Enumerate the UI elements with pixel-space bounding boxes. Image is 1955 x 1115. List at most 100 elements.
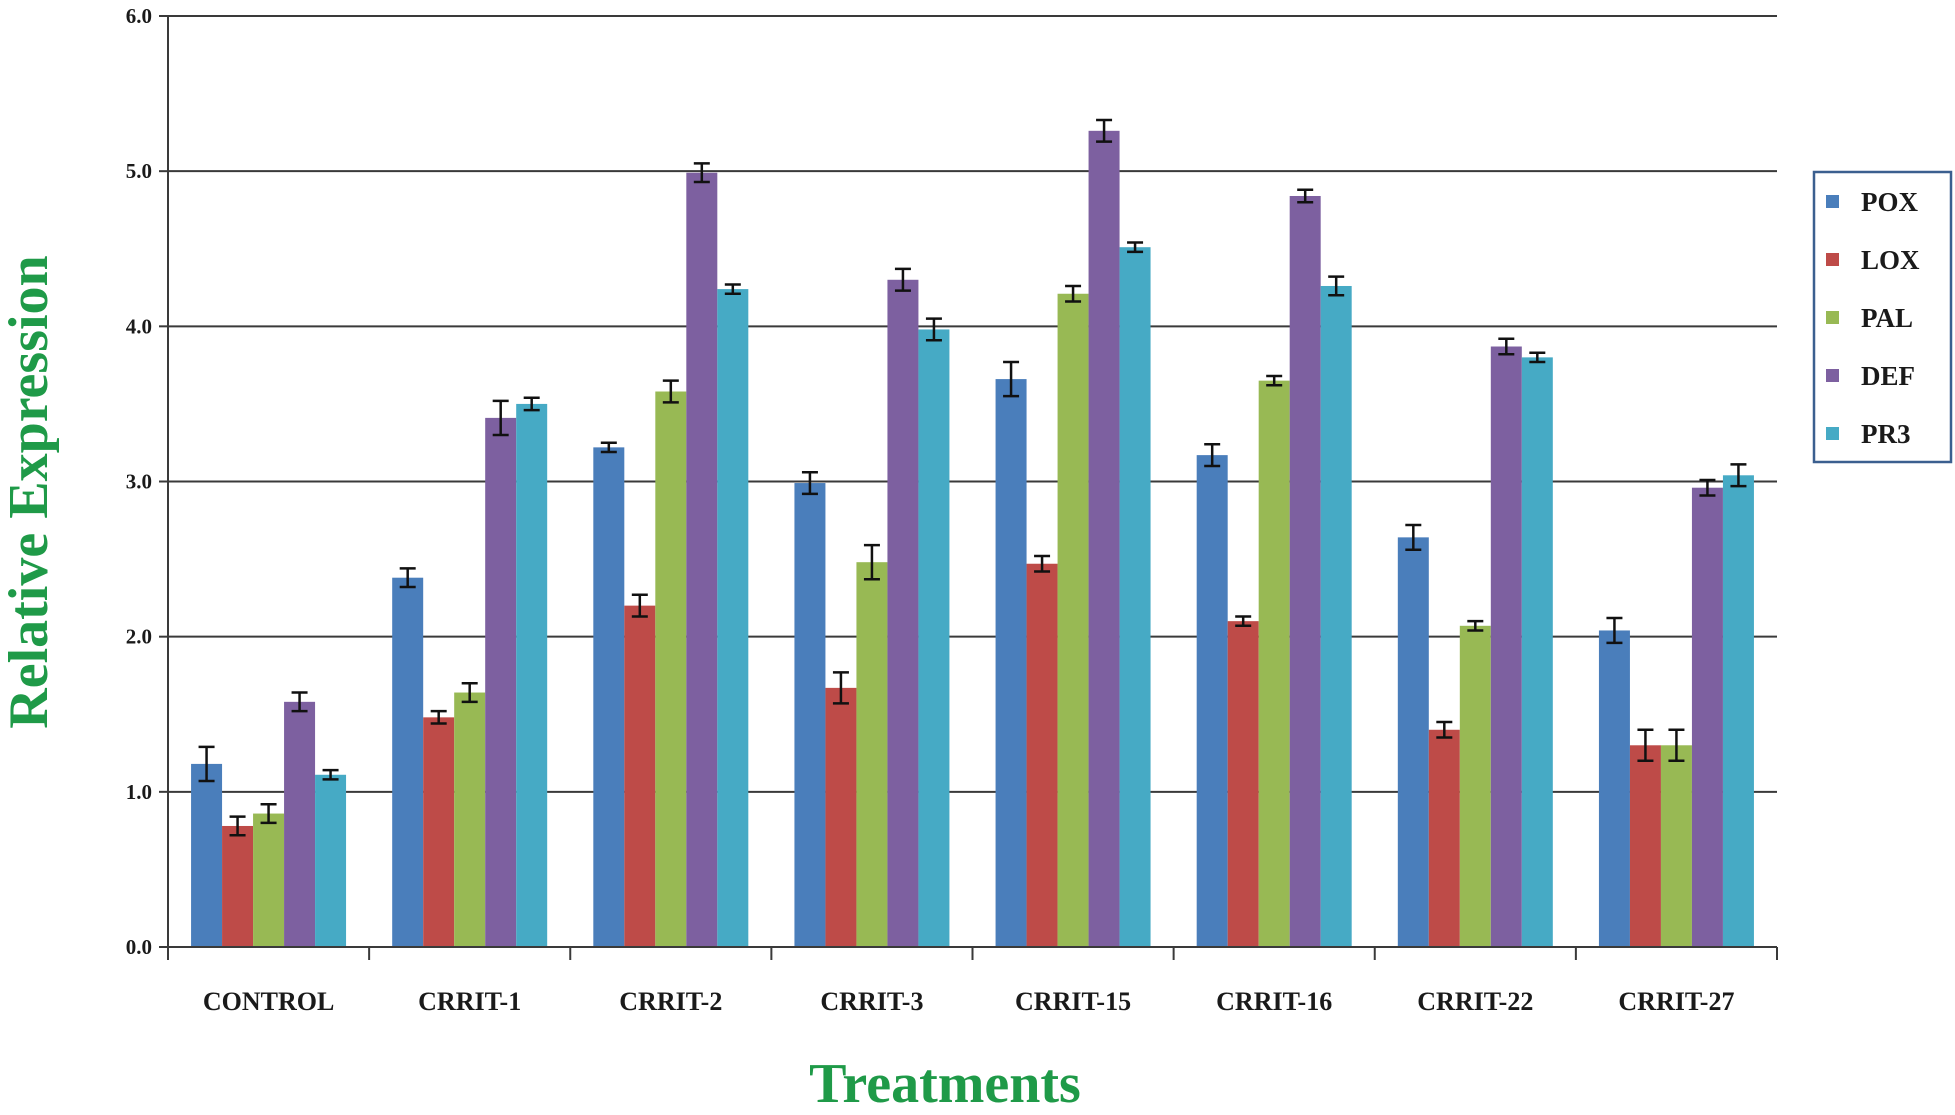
error-bar-lox <box>229 815 246 837</box>
legend-label: POX <box>1861 187 1918 217</box>
bar-pox <box>1397 537 1429 947</box>
error-bar-def <box>492 399 509 437</box>
legend-item-lox: LOX <box>1826 245 1920 275</box>
error-bar-pr3 <box>1127 241 1144 254</box>
error-bar-pox <box>801 470 818 496</box>
bar-lox <box>1428 729 1460 947</box>
bar-lox <box>222 825 254 947</box>
legend-label: PR3 <box>1861 419 1911 449</box>
bar-pal <box>253 813 285 947</box>
error-bar-lox <box>430 709 447 725</box>
legend: POX LOX PAL DEF PR3 <box>1812 170 1953 464</box>
error-bar-lox <box>832 671 849 705</box>
error-bar-pal <box>1668 728 1685 763</box>
error-bar-pr3 <box>1529 351 1546 364</box>
x-category-label: CONTROL <box>203 987 334 1016</box>
error-bar-lox <box>1637 728 1654 763</box>
x-category-label: CRRIT-22 <box>1417 987 1533 1016</box>
error-bar-pox <box>399 567 416 589</box>
y-tick-label: 5.0 <box>126 159 152 183</box>
bar-pr3 <box>1320 285 1352 947</box>
error-bar-pox <box>600 441 617 454</box>
error-bar-def <box>291 691 308 713</box>
bar-lox <box>1227 621 1259 947</box>
error-bar-lox <box>1235 615 1252 628</box>
error-bar-pox <box>1204 443 1221 468</box>
y-tick-label: 0.0 <box>126 935 152 959</box>
legend-label: PAL <box>1861 303 1913 333</box>
error-bar-pr3 <box>523 396 540 412</box>
bar-pox <box>1196 455 1228 947</box>
x-category-label: CRRIT-16 <box>1216 987 1332 1016</box>
bar-pr3 <box>1521 357 1553 947</box>
bar-pal <box>1057 293 1089 948</box>
error-bar-pal <box>260 802 277 825</box>
error-bar-pox <box>1003 360 1020 398</box>
error-bar-def <box>1297 188 1314 204</box>
error-bar-pal <box>863 543 880 581</box>
legend-label: LOX <box>1861 245 1920 275</box>
error-bar-def <box>894 267 911 292</box>
bar-pal <box>856 562 888 947</box>
bar-def <box>1088 130 1120 947</box>
error-bars <box>198 118 1747 837</box>
y-axis-title: Relative Expression <box>0 255 60 728</box>
error-bar-pal <box>1266 374 1283 387</box>
bar-pal <box>655 391 687 948</box>
y-tick-label: 1.0 <box>126 780 152 804</box>
bar-pr3 <box>516 403 548 948</box>
bar-pr3 <box>1722 475 1754 947</box>
error-bar-def <box>693 162 710 184</box>
error-bar-pal <box>1467 619 1484 632</box>
bar-def <box>1490 346 1522 947</box>
bar-lox <box>1629 745 1661 947</box>
bar-def <box>284 701 316 947</box>
bar-pr3 <box>1119 247 1151 947</box>
error-bar-pal <box>662 379 679 404</box>
error-bar-pr3 <box>322 768 339 781</box>
legend-item-pox: POX <box>1826 187 1918 217</box>
error-bar-pox <box>1606 616 1623 645</box>
bar-pox <box>794 483 826 947</box>
x-category-label: CRRIT-3 <box>820 987 923 1016</box>
error-bar-lox <box>1034 554 1051 573</box>
bar-lox <box>423 717 455 947</box>
bar-pr3 <box>717 289 749 947</box>
error-bar-lox <box>1436 720 1453 739</box>
bar-pox <box>1598 630 1630 947</box>
error-bar-def <box>1498 337 1515 356</box>
bar-def <box>1289 195 1321 947</box>
error-bar-pox <box>1405 523 1422 552</box>
bar-pox <box>392 577 424 947</box>
error-bar-pal <box>461 681 478 704</box>
legend-item-pr3: PR3 <box>1826 419 1911 449</box>
x-category-label: CRRIT-15 <box>1015 987 1131 1016</box>
bar-pal <box>1459 625 1491 947</box>
bar-pal <box>454 692 486 947</box>
x-category-label: CRRIT-2 <box>619 987 722 1016</box>
error-bar-pr3 <box>925 317 942 342</box>
legend-swatch <box>1826 427 1839 440</box>
x-axis-title: Treatments <box>809 1053 1081 1110</box>
bar-pal <box>1660 745 1692 947</box>
legend-item-def: DEF <box>1826 361 1915 391</box>
bar-pr3 <box>918 329 950 948</box>
bar-lox <box>1026 563 1058 947</box>
y-tick-label: 4.0 <box>126 314 152 338</box>
bars <box>191 130 1754 948</box>
x-category-label: CRRIT-27 <box>1618 987 1734 1016</box>
bar-lox <box>624 605 656 947</box>
error-bar-lox <box>631 593 648 618</box>
axes: 0.0 1.0 2.0 3.0 4.0 5.0 6.0 CONTROL CRRIT-1 CRRIT… <box>0 4 1778 1115</box>
bar-pox <box>995 379 1027 948</box>
bar-lox <box>825 687 857 947</box>
error-bar-pr3 <box>1730 463 1747 488</box>
bar-def <box>887 279 919 947</box>
legend-item-pal: PAL <box>1826 303 1913 333</box>
legend-swatch <box>1826 195 1839 208</box>
bar-pal <box>1258 380 1290 947</box>
error-bar-pox <box>198 745 215 783</box>
error-bar-pal <box>1065 284 1082 303</box>
y-tick-label: 2.0 <box>126 625 152 649</box>
